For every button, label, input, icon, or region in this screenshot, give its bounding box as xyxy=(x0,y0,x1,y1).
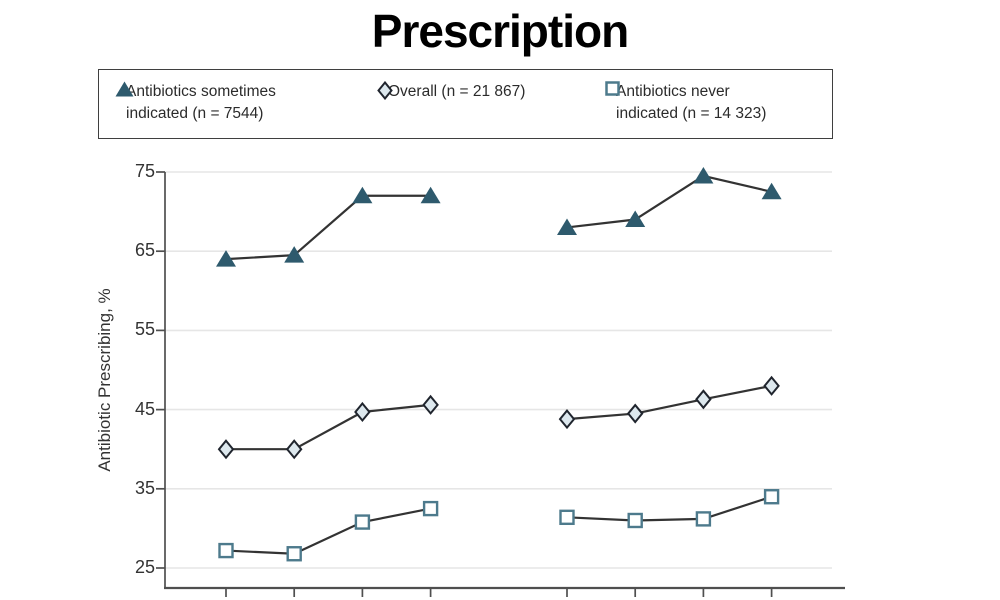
legend-box: Antibiotics sometimes indicated (n = 754… xyxy=(98,69,833,139)
series-line xyxy=(566,384,772,421)
series-line xyxy=(566,174,772,229)
legend-item-never: Antibiotics never indicated (n = 14 323) xyxy=(605,81,766,125)
legend-label-line: indicated (n = 14 323) xyxy=(616,105,767,122)
triangle-marker xyxy=(761,182,782,200)
diamond-marker xyxy=(217,439,235,460)
legend-label-sometimes: Antibiotics sometimes indicated (n = 754… xyxy=(126,81,276,125)
diamond-marker xyxy=(558,409,576,430)
diamond-marker xyxy=(285,439,303,460)
y-tick-label: 45 xyxy=(134,398,155,419)
series-line xyxy=(566,495,772,522)
diamond-marker xyxy=(695,389,712,410)
triangle-marker xyxy=(216,250,236,267)
square-marker xyxy=(627,512,643,529)
y-tick-label: 25 xyxy=(134,557,155,577)
triangle-marker xyxy=(625,210,646,228)
triangle-marker xyxy=(284,246,305,263)
y-tick-label: 35 xyxy=(134,477,155,498)
legend-label-overall: Overall (n = 21 867) xyxy=(388,81,525,103)
square-marker xyxy=(559,509,575,526)
diamond-marker xyxy=(422,394,439,415)
square-marker xyxy=(218,542,234,559)
series-line xyxy=(225,194,431,261)
chart-title: Prescription xyxy=(371,5,629,57)
triangle-marker xyxy=(352,186,373,204)
y-tick-label: 65 xyxy=(134,240,155,261)
legend-item-sometimes: Antibiotics sometimes indicated (n = 754… xyxy=(115,81,276,125)
triangle-marker xyxy=(693,166,714,184)
legend-label-line: indicated (n = 7544) xyxy=(126,105,264,122)
legend-label-line: Overall (n = 21 867) xyxy=(388,83,526,100)
diamond-marker xyxy=(354,401,371,423)
diamond-marker xyxy=(626,403,644,424)
triangle-marker xyxy=(557,218,577,235)
legend-label-line: Antibiotics sometimes xyxy=(126,83,276,100)
triangle-marker xyxy=(420,186,441,204)
legend-label-never: Antibiotics never indicated (n = 14 323) xyxy=(616,81,766,125)
y-tick-label: 75 xyxy=(134,161,155,181)
square-marker xyxy=(695,511,712,527)
square-marker xyxy=(422,500,439,517)
square-marker xyxy=(354,514,371,530)
y-tick-label: 55 xyxy=(134,319,155,340)
series-line xyxy=(226,403,431,451)
square-marker xyxy=(286,546,302,562)
diamond-marker xyxy=(763,375,780,396)
legend-item-overall: Overall (n = 21 867) xyxy=(377,81,525,103)
series-line xyxy=(225,507,431,555)
legend-label-line: Antibiotics never xyxy=(616,83,730,100)
square-marker xyxy=(763,489,780,505)
